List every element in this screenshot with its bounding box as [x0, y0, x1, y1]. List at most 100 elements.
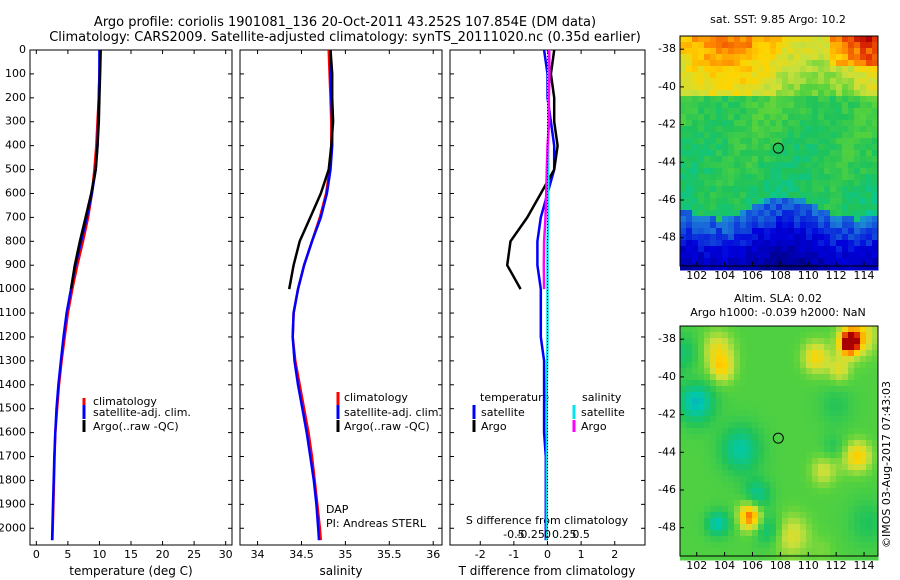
legend-t-satellite-label: satellite [481, 406, 525, 419]
sst-map-cell [734, 216, 741, 223]
sla-map-cell [830, 548, 837, 555]
sst-map-cell [692, 168, 699, 175]
sst-map-cell [848, 252, 855, 259]
sla-map-cell [800, 488, 807, 495]
sla-map-cell [710, 536, 717, 543]
sst-map-cell [734, 132, 741, 139]
sla-map-cell [752, 392, 759, 399]
sst-map-cell [758, 90, 765, 97]
sst-map-latitude-label: -44 [658, 155, 676, 168]
sla-map-cell [758, 446, 765, 453]
sst-map-cell [830, 36, 837, 43]
sla-map-cell [740, 476, 747, 483]
sla-map-cell [818, 518, 825, 525]
sst-map-cell [818, 114, 825, 121]
sla-map-cell [716, 464, 723, 471]
sla-map-cell [794, 374, 801, 381]
sla-map-cell [680, 446, 687, 453]
sla-map-cell [806, 476, 813, 483]
sla-map-cell [836, 500, 843, 507]
sla-map-cell [740, 434, 747, 441]
sla-map-cell [680, 536, 687, 543]
sst-map-cell [716, 60, 723, 67]
sst-map-cell [728, 252, 735, 259]
sst-map-cell [728, 96, 735, 103]
sst-map-cell [704, 246, 711, 253]
sst-map-cell [722, 168, 729, 175]
sla-map-cell [680, 332, 687, 339]
sla-map-cell [752, 548, 759, 555]
sla-map-cell [764, 434, 771, 441]
sst-map-cell [836, 186, 843, 193]
sst-map-cell [716, 108, 723, 115]
sst-map-cell [860, 54, 867, 61]
sst-map-cell [698, 180, 705, 187]
sst-map-cell [872, 114, 879, 121]
sla-map-cell [776, 338, 783, 345]
sst-map-cell [686, 168, 693, 175]
sst-map-cell [770, 174, 777, 181]
sst-map-cell [830, 252, 837, 259]
sst-map-cell [842, 96, 849, 103]
sst-map-cell [806, 186, 813, 193]
sla-map-cell [704, 554, 711, 561]
sst-map-cell [710, 78, 717, 85]
sst-map-cell [680, 180, 687, 187]
sla-map-cell [722, 518, 729, 525]
sla-map-cell [686, 434, 693, 441]
sst-map-cell [770, 84, 777, 91]
sla-map-cell [680, 482, 687, 489]
legend-s-satellite-label: satellite [581, 406, 625, 419]
sst-map-cell [758, 138, 765, 145]
sla-map-cell [758, 398, 765, 405]
sla-map-cell [758, 332, 765, 339]
sla-map-cell [704, 332, 711, 339]
sla-map-cell [872, 356, 879, 363]
sst-map-cell [836, 120, 843, 127]
sst-map-cell [704, 42, 711, 49]
sst-map-cell [722, 42, 729, 49]
sla-map-cell [806, 380, 813, 387]
sla-map-cell [836, 386, 843, 393]
sla-map-cell [734, 392, 741, 399]
sst-map-cell [746, 198, 753, 205]
sst-map-cell [788, 168, 795, 175]
sst-map-cell [752, 264, 759, 271]
sla-map-cell [686, 470, 693, 477]
sla-map-cell [746, 548, 753, 555]
sst-map-cell [740, 48, 747, 55]
sla-map-cell [752, 356, 759, 363]
sst-map-cell [782, 60, 789, 67]
sst-map-cell [872, 258, 879, 265]
sst-map-cell [860, 42, 867, 49]
sla-map-cell [740, 356, 747, 363]
sst-map-cell [740, 234, 747, 241]
sst-map-cell [740, 258, 747, 265]
sla-map-cell [794, 350, 801, 357]
sla-map-cell [680, 506, 687, 513]
sla-map-cell [704, 476, 711, 483]
sla-map-cell [800, 500, 807, 507]
sla-map-cell [752, 404, 759, 411]
sla-map-cell [836, 356, 843, 363]
sst-map-cell [824, 60, 831, 67]
sla-map-cell [734, 440, 741, 447]
sst-map-cell [686, 120, 693, 127]
sla-map-cell [746, 368, 753, 375]
sla-map-cell [734, 500, 741, 507]
sla-map-cell [722, 368, 729, 375]
sst-map-cell [794, 162, 801, 169]
sst-map-cell [746, 48, 753, 55]
sst-map-cell [872, 228, 879, 235]
sst-map-cell [812, 264, 819, 271]
sst-map-cell [686, 150, 693, 157]
sla-map-cell [686, 368, 693, 375]
sst-map-cell [842, 168, 849, 175]
sla-map-cell [710, 458, 717, 465]
sla-map-cell [824, 422, 831, 429]
sla-map-cell [734, 524, 741, 531]
depth-tick-label: 2000 [0, 521, 26, 534]
sla-map-cell [866, 326, 873, 333]
sst-map-cell [848, 240, 855, 247]
sla-map-cell [764, 440, 771, 447]
